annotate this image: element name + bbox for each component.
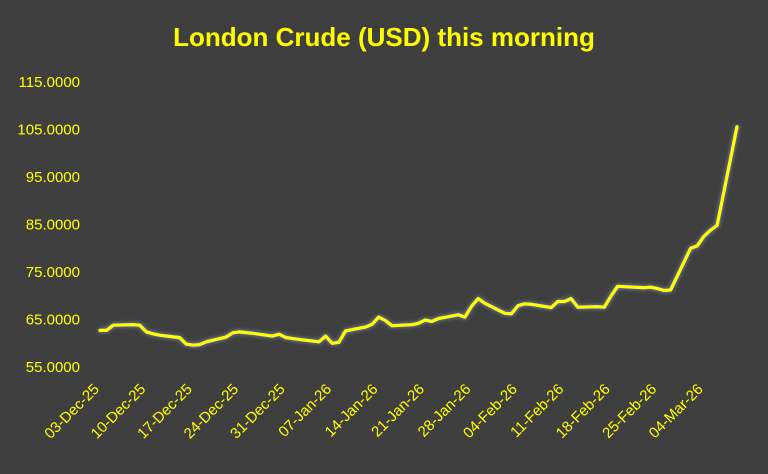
x-axis-ticks: 03-Dec-2510-Dec-2517-Dec-2524-Dec-2531-D… xyxy=(41,381,706,443)
y-tick-label: 65.0000 xyxy=(26,312,80,329)
y-tick-label: 105.0000 xyxy=(17,122,80,139)
chart-title: London Crude (USD) this morning xyxy=(173,22,595,52)
y-tick-label: 75.0000 xyxy=(26,264,80,281)
y-tick-label: 85.0000 xyxy=(26,217,80,234)
plot-area xyxy=(98,125,739,347)
y-axis-ticks: 55.0000 65.0000 75.0000 85.0000 95.0000 105.0… xyxy=(17,74,80,376)
y-tick-label: 95.0000 xyxy=(26,169,80,186)
y-tick-label: 55.0000 xyxy=(26,359,80,376)
series-line xyxy=(98,125,739,347)
y-tick-label: 115.0000 xyxy=(19,74,80,91)
